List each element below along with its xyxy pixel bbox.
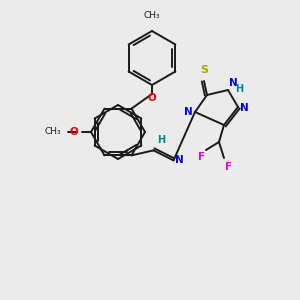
Text: CH₃: CH₃ <box>144 11 160 20</box>
Text: N: N <box>175 155 183 165</box>
Text: F: F <box>225 162 232 172</box>
Text: S: S <box>200 65 208 75</box>
Text: N: N <box>229 78 238 88</box>
Text: H: H <box>158 135 166 146</box>
Text: F: F <box>198 152 205 162</box>
Text: CH₃: CH₃ <box>44 128 61 136</box>
Text: H: H <box>235 84 243 94</box>
Text: O: O <box>69 127 78 137</box>
Text: O: O <box>148 93 156 103</box>
Text: N: N <box>240 103 249 113</box>
Text: N: N <box>184 107 193 117</box>
